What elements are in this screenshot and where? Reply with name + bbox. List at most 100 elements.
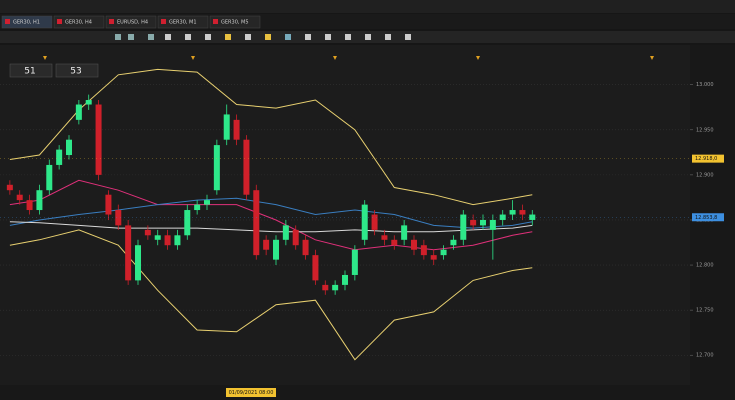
indicator-line bbox=[9, 197, 533, 229]
candle-body bbox=[371, 214, 378, 230]
icon[interactable] bbox=[345, 34, 351, 40]
menu-bar bbox=[0, 0, 735, 13]
candle-body bbox=[105, 194, 112, 215]
icon[interactable] bbox=[305, 34, 311, 40]
tab-background bbox=[1, 15, 53, 29]
tab-background bbox=[105, 15, 157, 29]
candle-body bbox=[509, 210, 516, 215]
y-tick-label: 12.750 bbox=[696, 308, 714, 314]
candle-body bbox=[26, 200, 33, 211]
candle-body bbox=[480, 219, 486, 226]
candle-body bbox=[470, 219, 477, 226]
price-label: 12.853,8 bbox=[695, 215, 717, 221]
candle-body bbox=[164, 235, 171, 246]
icon[interactable] bbox=[385, 34, 391, 40]
candle-body bbox=[144, 229, 151, 236]
tab-background bbox=[53, 15, 105, 29]
time-label-box bbox=[226, 388, 276, 397]
icon[interactable] bbox=[128, 34, 134, 40]
icon[interactable] bbox=[225, 34, 231, 40]
icon[interactable] bbox=[325, 34, 331, 40]
candle-body bbox=[213, 145, 220, 191]
candle-body bbox=[184, 210, 191, 236]
icon[interactable] bbox=[365, 34, 371, 40]
candle-body bbox=[361, 204, 368, 240]
marker bbox=[43, 56, 47, 60]
y-tick-label: 12.950 bbox=[696, 127, 714, 133]
y-tick-label: 13.000 bbox=[696, 82, 714, 88]
candle-body bbox=[154, 235, 161, 240]
candle-body bbox=[342, 274, 348, 285]
candle-body bbox=[430, 255, 437, 260]
candle-body bbox=[6, 184, 13, 191]
marker bbox=[476, 56, 480, 60]
icon[interactable] bbox=[165, 34, 171, 40]
chart-area bbox=[0, 45, 690, 385]
icon[interactable] bbox=[148, 34, 154, 40]
tab-label: GER30, M5 bbox=[221, 20, 249, 26]
tab-icon bbox=[5, 19, 10, 24]
icon[interactable] bbox=[285, 34, 291, 40]
icon[interactable] bbox=[205, 34, 211, 40]
y-tick-label: 12.700 bbox=[696, 353, 714, 359]
tab-icon bbox=[161, 19, 166, 24]
candle-body bbox=[36, 190, 43, 211]
tab[interactable]: GER30, H1 bbox=[1, 15, 53, 29]
candle-body bbox=[450, 239, 457, 246]
marker bbox=[191, 56, 195, 60]
candle-body bbox=[115, 210, 122, 226]
candle-body bbox=[125, 225, 132, 281]
candle-body bbox=[420, 245, 427, 256]
candle-body bbox=[381, 235, 388, 240]
candle-body bbox=[322, 284, 329, 291]
candle-body bbox=[499, 214, 506, 220]
time-label: 01/09/2021 08:00 bbox=[229, 390, 274, 396]
icon[interactable] bbox=[185, 34, 191, 40]
sell-box[interactable] bbox=[9, 63, 53, 78]
candle-body bbox=[194, 204, 201, 211]
marker bbox=[333, 56, 337, 60]
candle-body bbox=[302, 239, 309, 256]
tab-background bbox=[209, 15, 261, 29]
tab-label: GER30, M1 bbox=[169, 20, 197, 26]
price-label-box bbox=[692, 213, 724, 222]
candle-body bbox=[243, 139, 250, 195]
icon[interactable] bbox=[245, 34, 251, 40]
tab[interactable]: GER30, H4 bbox=[53, 15, 105, 29]
session-markers bbox=[43, 56, 654, 60]
candle-body bbox=[174, 235, 181, 246]
icon[interactable] bbox=[265, 34, 271, 40]
candle-body bbox=[440, 249, 447, 256]
buy-price: 53 bbox=[70, 67, 81, 77]
y-tick-label: 12.800 bbox=[696, 263, 714, 269]
candle-body bbox=[135, 245, 141, 281]
tab[interactable]: EURUSD, H4 bbox=[105, 15, 157, 29]
tab-icon bbox=[109, 19, 114, 24]
buy-box[interactable] bbox=[55, 63, 99, 78]
candle-body bbox=[273, 239, 279, 260]
tab[interactable]: GER30, M5 bbox=[209, 15, 261, 29]
candle-body bbox=[223, 114, 230, 140]
candle-body bbox=[312, 255, 319, 281]
quote-box: 51 53 bbox=[9, 63, 99, 78]
indicator-line bbox=[9, 229, 533, 361]
tab[interactable]: GER30, M1 bbox=[157, 15, 209, 29]
icon[interactable] bbox=[405, 34, 411, 40]
tab-icon bbox=[213, 19, 218, 24]
candle-body bbox=[282, 225, 289, 240]
tabs: GER30, H1 GER30, H4 EURUSD, H4 GER30, M1 GER… bbox=[1, 15, 261, 29]
tab-label: GER30, H4 bbox=[65, 20, 92, 26]
indicator-line bbox=[9, 179, 533, 251]
candle-body bbox=[391, 239, 398, 246]
indicator-line bbox=[9, 221, 533, 233]
plot: 13.00012.95012.90012.85012.80012.75012.7… bbox=[0, 68, 724, 397]
candle-body bbox=[56, 149, 63, 165]
candle-body bbox=[401, 225, 408, 240]
candle-body bbox=[46, 164, 53, 191]
candle-body bbox=[16, 194, 23, 201]
candle-body bbox=[332, 284, 339, 291]
candle-body bbox=[351, 249, 358, 275]
icon[interactable] bbox=[115, 34, 121, 40]
candle-body bbox=[519, 210, 526, 215]
